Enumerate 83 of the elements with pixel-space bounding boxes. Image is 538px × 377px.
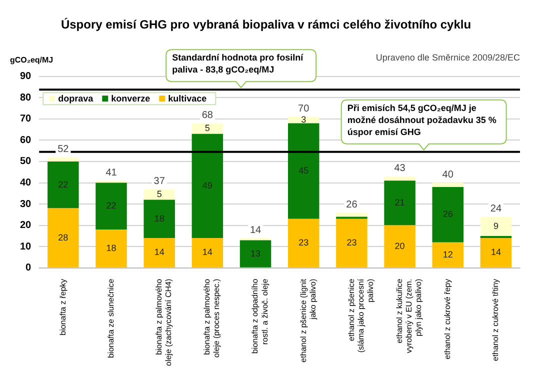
data-label: 45: [298, 166, 309, 176]
bar: [48, 208, 79, 268]
ref-line-label: Při emisích 54,5 gCO₂eq/MJ je možné dosáhnout požadavku 35 % úspor emisí GHG: [347, 102, 496, 137]
data-label: 14: [490, 247, 501, 258]
y-tick-label: 40: [20, 178, 32, 189]
data-label: 22: [58, 179, 68, 190]
data-label: 49: [202, 180, 212, 190]
total-label: 37: [154, 176, 166, 187]
data-label: 12: [442, 249, 453, 260]
bar: [288, 123, 320, 219]
y-tick-label: 0: [26, 262, 32, 274]
data-label: 14: [202, 247, 212, 258]
bar: [192, 134, 224, 238]
data-label: 3: [301, 114, 306, 124]
bar: [192, 238, 224, 268]
data-label: 18: [106, 242, 116, 253]
data-label: 5: [156, 188, 162, 199]
data-label: 26: [442, 209, 453, 220]
ref-line-label: Standardní hodnota pro fosilní paliva - 83,8 gCO₂eq/MJ: [172, 52, 304, 75]
bar: [432, 182, 464, 188]
legend-label: konverze: [111, 94, 150, 104]
data-label: 23: [298, 238, 309, 248]
y-axis-title: gCO₂eq/MJ: [10, 56, 54, 65]
data-label: 13: [250, 248, 261, 258]
data-label: 21: [394, 197, 405, 208]
bar: [432, 242, 464, 268]
text: Upraveno dle Směrnice 2009/28/EC: [376, 52, 520, 62]
bar: [144, 200, 175, 238]
y-tick-label: 20: [20, 220, 32, 232]
y-tick-label: 50: [20, 156, 32, 168]
bar: [336, 218, 368, 268]
x-tick-label: bionafta z řepky: [58, 278, 68, 336]
bar: [480, 216, 512, 236]
x-tick-label: ethanol z pšenice (lignit jako palivo): [298, 278, 318, 362]
bar: [192, 123, 224, 134]
total-label: 24: [490, 204, 502, 215]
y-tick-label: 90: [20, 71, 32, 82]
bar: [48, 157, 79, 162]
bar: [432, 187, 464, 242]
total-label: 26: [346, 199, 358, 210]
bar: [288, 218, 320, 268]
bar: [48, 161, 79, 208]
bar: [336, 212, 368, 217]
x-tick-label: bionafta ze slunečnice: [106, 278, 116, 358]
x-tick-label: bionafta z palmového oleje (zachycování CH4): [154, 278, 174, 366]
legend-label: kultivace: [168, 94, 207, 104]
data-label: 18: [154, 213, 164, 224]
legend-label: doprava: [58, 94, 94, 104]
data-label: 5: [204, 123, 210, 133]
chart-title: Úspory emisí GHG pro vybraná biopaliva v rámci celého životního cyklu: [60, 18, 472, 32]
x-tick-label: ethanol z cukrové třtiny: [491, 278, 500, 362]
total-label: 70: [298, 104, 310, 115]
bar: [144, 189, 175, 200]
x-tick-label: bionafta z palmového oleje (proces nespec.): [202, 278, 222, 358]
bar: [96, 182, 127, 230]
total-label: 40: [442, 170, 454, 181]
total-label: 68: [202, 110, 214, 121]
bar: [384, 180, 416, 226]
data-label: 9: [493, 220, 498, 231]
data-label: 20: [394, 240, 405, 251]
bar: [480, 236, 512, 238]
y-tick-label: 30: [20, 198, 32, 210]
bar: [480, 238, 512, 268]
data-label: 22: [106, 200, 116, 211]
y-tick-label: 70: [20, 114, 32, 125]
x-tick-label: ethanol z kukuřice vyrobený v EU (zem. plyn jako palivo): [394, 278, 424, 354]
total-label: 14: [250, 224, 262, 236]
bar: [96, 230, 127, 268]
total-label: 43: [394, 163, 406, 174]
data-label: 14: [154, 247, 164, 258]
data-label: 23: [346, 238, 357, 248]
y-tick-label: 60: [20, 134, 32, 146]
data-label: 28: [58, 232, 68, 242]
x-tick-label: ethanol z pšenice (sláma jako procesní palivo): [346, 278, 376, 353]
bar: [144, 238, 175, 268]
bar: [240, 240, 272, 268]
total-label: 52: [58, 144, 70, 155]
y-tick-label: 10: [20, 241, 32, 252]
bar: [384, 225, 416, 268]
total-label: 41: [106, 167, 118, 178]
y-tick-label: 80: [20, 92, 32, 104]
x-tick-label: ethanol z cukrové řepy: [443, 278, 452, 360]
bar: [384, 176, 416, 181]
